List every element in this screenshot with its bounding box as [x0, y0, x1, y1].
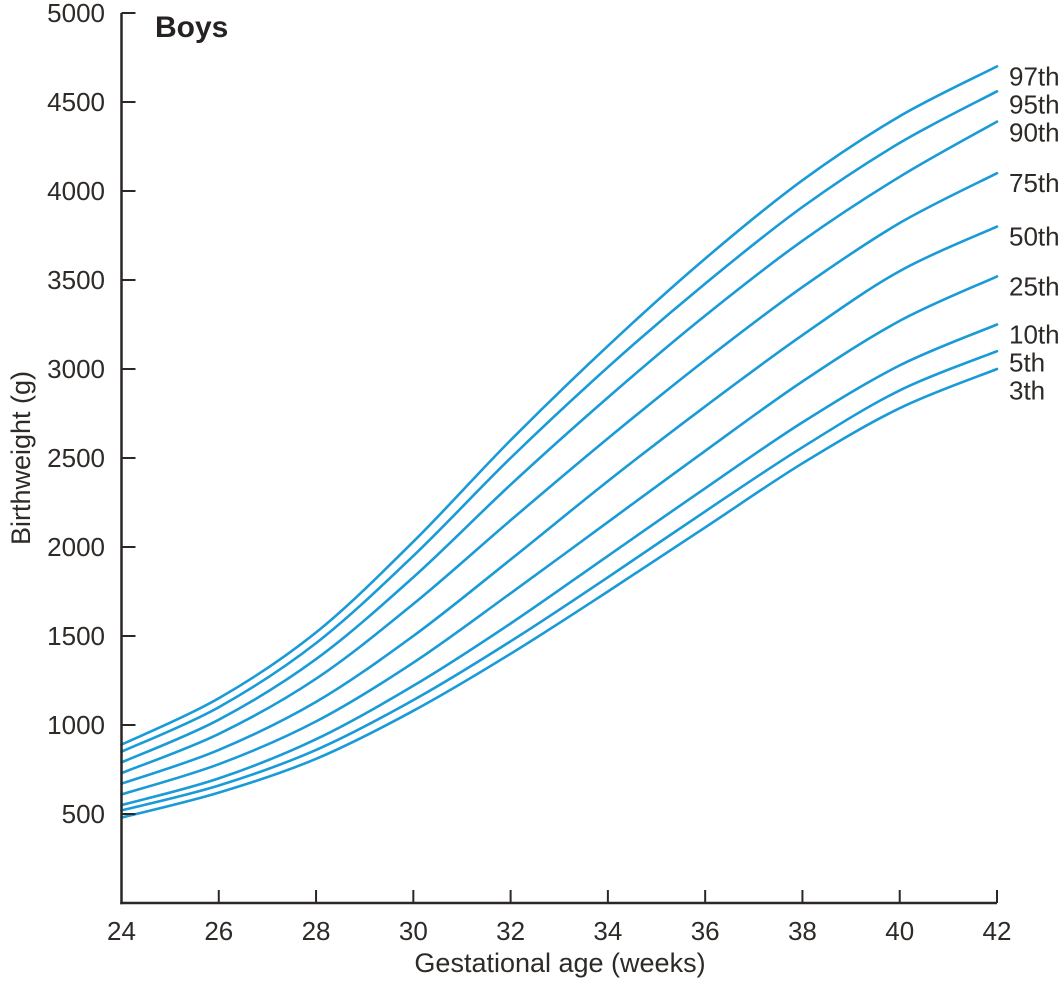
y-axis-title: Birthweight (g) — [6, 371, 36, 545]
percentile-label-90th: 90th — [1009, 117, 1060, 147]
percentile-label-3th: 3th — [1009, 376, 1045, 406]
y-tick-label: 4000 — [47, 176, 105, 206]
percentile-curve-5th — [120, 349, 999, 812]
x-tick-label: 32 — [496, 916, 525, 946]
axes — [120, 13, 997, 905]
y-tick-label: 4500 — [47, 87, 105, 117]
y-tick-label: 1500 — [47, 621, 105, 651]
x-tick-label: 38 — [788, 916, 817, 946]
y-tick-label: 1000 — [47, 710, 105, 740]
percentile-label-10th: 10th — [1009, 320, 1060, 350]
y-tick-label: 2500 — [47, 443, 105, 473]
x-tick-label: 26 — [204, 916, 233, 946]
percentile-curve-75th — [120, 171, 999, 775]
percentile-curves — [120, 65, 999, 819]
percentile-label-50th: 50th — [1009, 222, 1060, 252]
percentile-curve-97th — [120, 65, 999, 746]
percentile-curve-95th — [120, 90, 999, 753]
y-tick-label: 3500 — [47, 265, 105, 295]
percentile-curve-10th — [120, 323, 999, 807]
y-tick-label: 500 — [62, 799, 105, 829]
x-tick-label: 28 — [302, 916, 331, 946]
percentile-label-95th: 95th — [1009, 89, 1060, 119]
x-tick-label: 30 — [399, 916, 428, 946]
axis-ticks — [121, 12, 998, 903]
percentile-curve-50th — [120, 225, 999, 785]
y-tick-label: 5000 — [47, 0, 105, 28]
percentile-curve-25th — [120, 275, 999, 796]
percentile-curve-3th — [120, 367, 999, 819]
x-axis-title: Gestational age (weeks) — [414, 948, 705, 978]
x-tick-label: 40 — [885, 916, 914, 946]
x-tick-label: 36 — [691, 916, 720, 946]
percentile-label-75th: 75th — [1009, 168, 1060, 198]
percentile-label-25th: 25th — [1009, 271, 1060, 301]
x-tick-label: 24 — [107, 916, 136, 946]
tick-labels: 500 1000 1500 2000 2500 3000 3500 4000 4500 5000 2… — [47, 0, 1011, 946]
chart-title: Boys — [155, 11, 228, 44]
y-tick-label: 2000 — [47, 532, 105, 562]
x-tick-label: 34 — [593, 916, 622, 946]
y-tick-label: 3000 — [47, 354, 105, 384]
percentile-curve-90th — [120, 120, 999, 764]
x-tick-label: 42 — [983, 916, 1012, 946]
percentile-label-5th: 5th — [1009, 348, 1045, 378]
percentile-label-97th: 97th — [1009, 61, 1060, 91]
